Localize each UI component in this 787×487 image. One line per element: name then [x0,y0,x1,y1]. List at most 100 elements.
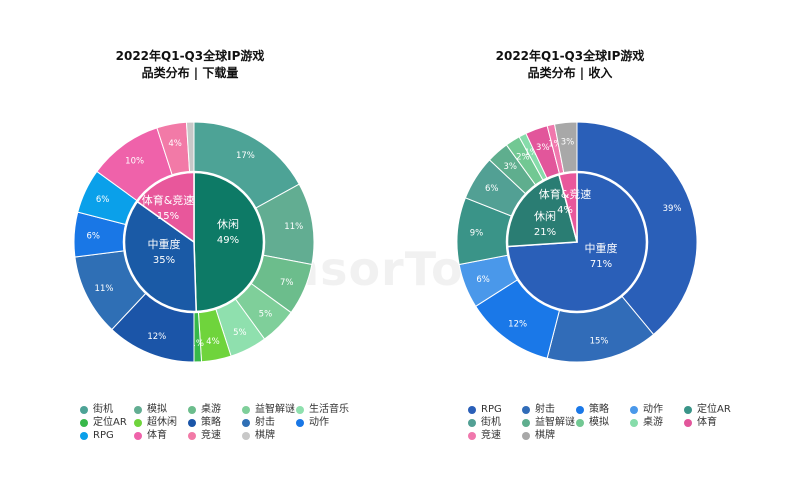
legend-item: 策略 [188,416,221,429]
ring-separator [505,170,649,314]
ring-separator [122,170,266,314]
outer-slice-label: 5% [233,328,247,338]
legend-swatch [522,418,530,427]
outer-slice-label: 1% [548,139,562,149]
outer-slice-label: 1% [524,148,538,158]
legend-swatch [242,431,250,440]
legend-item: 射击 [242,416,275,429]
legend-swatch [468,431,476,440]
outer-slice-label: 6% [476,275,490,285]
inner-slice-value: 71% [590,259,612,270]
inner-slice-name: 体育&竞速 [539,187,592,201]
legend-swatch [188,405,196,414]
legend-swatch [296,418,304,427]
legend-swatch [188,431,196,440]
legend-downloads: 街机 模拟 桌游 益智解谜 生活音乐 定位AR 超休闲 策略 射击 动作 RPG 体育 竞速 棋牌 [80,403,350,445]
legend-label: 桌游 [201,404,221,415]
legend-swatch [296,405,304,414]
outer-slice-label: 15% [590,337,609,347]
legend-item: 竞速 [468,429,501,442]
legend-label: 模拟 [589,417,609,428]
legend-label: 模拟 [147,404,167,415]
legend-item: 生活音乐 [296,403,349,416]
legend-swatch [522,405,530,414]
legend-item: 定位AR [80,416,127,429]
inner-slice-name: 中重度 [148,237,181,251]
legend-item: 模拟 [576,416,609,429]
legend-swatch [242,418,250,427]
outer-slice-label: 4% [206,337,220,347]
legend-label: 超休闲 [147,417,177,428]
outer-slice-label: 12% [508,320,527,330]
legend-item: 体育 [134,429,167,442]
legend-swatch [522,431,530,440]
outer-slice-label: 3% [503,162,517,172]
legend-item: 街机 [468,416,501,429]
legend-item: 桌游 [630,416,663,429]
inner-slice-value: 49% [217,235,239,246]
outer-slice-label: 10% [125,156,144,166]
outer-slice-label: 7% [280,278,294,288]
legend-swatch [468,405,476,414]
outer-slice-label: 11% [95,284,114,294]
legend-item: 棋牌 [522,429,555,442]
legend-label: 定位AR [93,417,127,428]
legend-label: 策略 [589,404,609,415]
legend-label: 策略 [201,417,221,428]
legend-swatch [134,405,142,414]
outer-slice-label: 6% [96,195,110,205]
legend-label: 竞速 [481,430,501,441]
legend-label: RPG [93,430,114,441]
legend-item: RPG [468,403,502,416]
outer-slice-label: 1% [190,339,204,349]
legend-swatch [684,418,692,427]
outer-slice-label: 6% [485,184,499,194]
inner-slice-value: 21% [534,227,556,238]
legend-swatch [242,405,250,414]
legend-swatch [188,418,196,427]
legend-swatch [630,418,638,427]
legend-item: 动作 [296,416,329,429]
legend-swatch [468,418,476,427]
chart-title: 2022年Q1-Q3全球IP游戏 [496,48,645,63]
legend-label: 定位AR [697,404,731,415]
legend-swatch [134,418,142,427]
chart-title: 2022年Q1-Q3全球IP游戏 [116,48,265,63]
legend-item: 定位AR [684,403,731,416]
legend-item: RPG [80,429,114,442]
legend-label: 射击 [535,404,555,415]
legend-swatch [134,431,142,440]
legend-label: 街机 [93,404,113,415]
outer-slice-label: 11% [284,222,303,232]
outer-slice-label: 2% [516,153,530,163]
legend-swatch [576,418,584,427]
legend-label: 动作 [643,404,663,415]
inner-slice-name: 休闲 [534,209,556,223]
legend-label: 街机 [481,417,501,428]
outer-slice-label: 12% [147,332,166,342]
legend-label: RPG [481,404,502,415]
legend-label: 动作 [309,417,329,428]
outer-slice-label: 3% [536,143,550,153]
inner-slice-name: 休闲 [217,217,239,231]
legend-label: 棋牌 [535,430,555,441]
legend-swatch [80,418,88,427]
legend-label: 桌游 [643,417,663,428]
inner-slice-name: 体育&竞速 [142,193,195,207]
legend-item: 动作 [630,403,663,416]
legend-label: 射击 [255,417,275,428]
legend-item: 益智解谜 [522,416,575,429]
outer-slice-label: 5% [259,309,273,319]
legend-item: 超休闲 [134,416,177,429]
inner-slice-value: 15% [157,211,179,222]
outer-slice-label: 3% [561,137,575,147]
legend-label: 棋牌 [255,430,275,441]
outer-slice-label: 6% [86,232,100,242]
legend-item: 策略 [576,403,609,416]
outer-slice-label: 17% [236,151,255,161]
legend-swatch [630,405,638,414]
legend-swatch [576,405,584,414]
